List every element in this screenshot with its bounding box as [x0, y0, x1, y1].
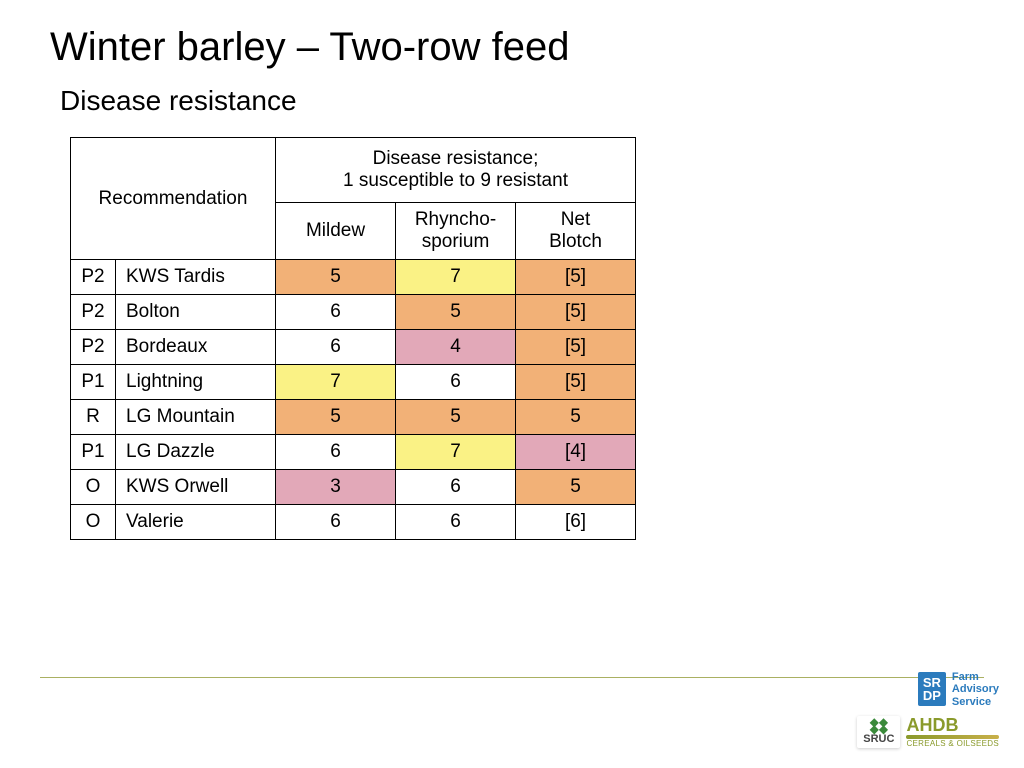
- row-name: Valerie: [116, 505, 276, 540]
- header-recommendation: Recommendation: [71, 138, 276, 260]
- cell-value: 5: [396, 295, 516, 330]
- row-code: P2: [71, 330, 116, 365]
- cell-value: [4]: [516, 435, 636, 470]
- srdp-logo: SRDP FarmAdvisoryService: [918, 671, 999, 707]
- row-code: O: [71, 505, 116, 540]
- cell-value: 6: [396, 470, 516, 505]
- ahdb-main: AHDB: [906, 716, 999, 734]
- row-name: LG Mountain: [116, 400, 276, 435]
- cell-value: 5: [516, 400, 636, 435]
- cell-value: 6: [276, 505, 396, 540]
- cell-value: 6: [396, 505, 516, 540]
- header-disease: Disease resistance;1 susceptible to 9 re…: [276, 138, 636, 203]
- table-row: P2KWS Tardis57[5]: [71, 260, 636, 295]
- row-code: P2: [71, 295, 116, 330]
- slide-divider: [40, 677, 984, 678]
- cell-value: 6: [276, 435, 396, 470]
- cell-value: 7: [396, 260, 516, 295]
- slide-title: Winter barley – Two-row feed: [50, 25, 974, 70]
- row-code: P1: [71, 435, 116, 470]
- sruc-text: SRUC: [863, 733, 894, 745]
- row-code: P1: [71, 365, 116, 400]
- row-name: LG Dazzle: [116, 435, 276, 470]
- srdp-badge: SRDP: [918, 672, 946, 706]
- table-row: P2Bordeaux64[5]: [71, 330, 636, 365]
- row-name: Lightning: [116, 365, 276, 400]
- cell-value: 6: [396, 365, 516, 400]
- row-code: O: [71, 470, 116, 505]
- row-name: KWS Tardis: [116, 260, 276, 295]
- resistance-table: Recommendation Disease resistance;1 susc…: [70, 137, 636, 540]
- cell-value: [5]: [516, 260, 636, 295]
- logo-area: SRDP FarmAdvisoryService ◆◆◆◆ SRUC AHDB …: [857, 671, 999, 748]
- cell-value: [5]: [516, 295, 636, 330]
- table-row: P2Bolton65[5]: [71, 295, 636, 330]
- cell-value: [5]: [516, 330, 636, 365]
- cell-value: 5: [276, 400, 396, 435]
- srdp-text: FarmAdvisoryService: [952, 671, 999, 707]
- cell-value: 5: [396, 400, 516, 435]
- cell-value: 6: [276, 330, 396, 365]
- row-code: R: [71, 400, 116, 435]
- table-row: P1Lightning76[5]: [71, 365, 636, 400]
- sruc-icon: ◆◆◆◆: [870, 719, 888, 733]
- cell-value: 5: [516, 470, 636, 505]
- subheader-2: NetBlotch: [516, 203, 636, 260]
- row-name: KWS Orwell: [116, 470, 276, 505]
- table-row: OValerie66[6]: [71, 505, 636, 540]
- sruc-ahdb-row: ◆◆◆◆ SRUC AHDB CEREALS & OILSEEDS: [857, 716, 999, 748]
- table-row: OKWS Orwell365: [71, 470, 636, 505]
- cell-value: 4: [396, 330, 516, 365]
- subheader-1: Rhyncho-sporium: [396, 203, 516, 260]
- sruc-logo: ◆◆◆◆ SRUC: [857, 716, 900, 748]
- cell-value: 7: [396, 435, 516, 470]
- cell-value: 6: [276, 295, 396, 330]
- subheader-0: Mildew: [276, 203, 396, 260]
- cell-value: 5: [276, 260, 396, 295]
- row-name: Bordeaux: [116, 330, 276, 365]
- row-name: Bolton: [116, 295, 276, 330]
- table-row: RLG Mountain555: [71, 400, 636, 435]
- table-row: P1LG Dazzle67[4]: [71, 435, 636, 470]
- ahdb-logo: AHDB CEREALS & OILSEEDS: [906, 716, 999, 748]
- slide-subtitle: Disease resistance: [60, 85, 974, 117]
- cell-value: 7: [276, 365, 396, 400]
- cell-value: 3: [276, 470, 396, 505]
- row-code: P2: [71, 260, 116, 295]
- cell-value: [5]: [516, 365, 636, 400]
- cell-value: [6]: [516, 505, 636, 540]
- ahdb-sub: CEREALS & OILSEEDS: [906, 740, 999, 748]
